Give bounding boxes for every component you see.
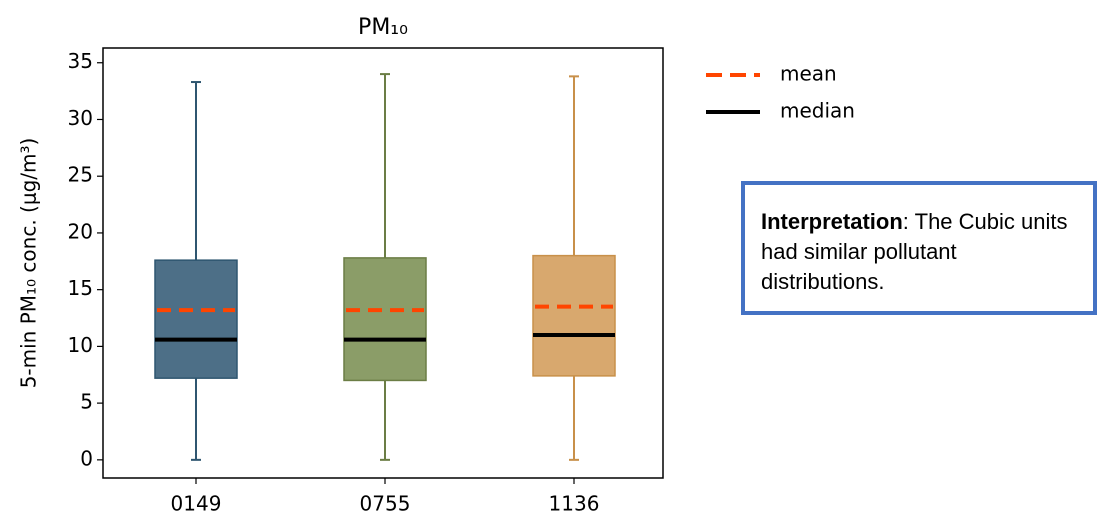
box	[532, 254, 616, 377]
y-tick-label: 10	[68, 333, 93, 357]
plot-frame	[102, 47, 664, 479]
legend-label: median	[780, 99, 855, 123]
box	[154, 259, 238, 379]
box	[343, 257, 427, 382]
y-tick-label: 0	[80, 446, 93, 470]
annotation-box: Interpretation: The Cubic units had simi…	[741, 181, 1097, 315]
chart-title: PM₁₀	[358, 15, 408, 40]
y-axis-label: 5-min PM₁₀ conc. (μg/m³)	[17, 138, 41, 389]
y-tick-label: 25	[68, 163, 93, 187]
y-tick-label: 30	[68, 106, 93, 130]
x-tick-label: 0755	[360, 492, 411, 516]
annotation-text: : The Cubic units had similar pollutant …	[761, 209, 1068, 294]
x-tick-label: 0149	[171, 492, 222, 516]
y-tick-label: 5	[80, 390, 93, 414]
y-tick-label: 15	[68, 276, 93, 300]
annotation-bold: Interpretation	[761, 209, 903, 234]
x-tick-label: 1136	[549, 492, 600, 516]
legend-label: mean	[780, 62, 837, 86]
y-tick-label: 35	[68, 49, 93, 73]
y-tick-label: 20	[68, 219, 93, 243]
